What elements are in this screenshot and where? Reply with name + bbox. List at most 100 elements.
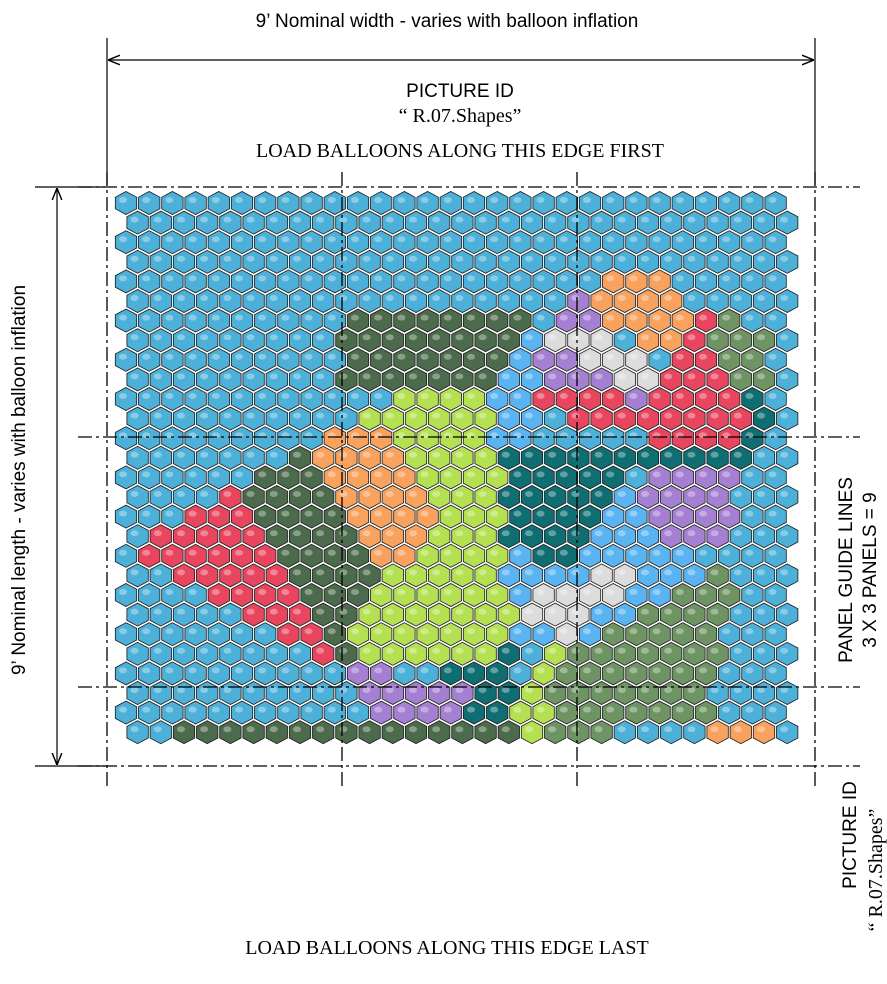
balloon [439,426,462,451]
picture-name: “ R.07.Shapes” [399,105,522,127]
balloon [544,485,567,509]
balloon-highlight [188,628,197,635]
balloon [416,308,439,333]
balloon-highlight [467,510,475,517]
balloon-highlight [490,314,499,321]
balloon [404,681,428,705]
balloon-highlight [664,255,673,262]
balloon-highlight [675,393,684,399]
balloon-highlight [710,491,719,497]
balloon-highlight [432,687,441,693]
balloon [509,269,532,294]
balloon-highlight [374,510,383,517]
balloon-highlight [687,255,696,262]
balloon-highlight [467,197,475,203]
balloon-highlight [269,255,278,262]
balloon [323,230,346,255]
balloon-highlight [652,549,661,556]
balloon-highlight [594,687,603,693]
balloon [207,387,230,411]
balloon-highlight [339,412,348,419]
balloon [648,308,671,333]
balloon-highlight [478,334,487,341]
balloon-highlight [235,197,243,203]
balloon [312,367,335,392]
balloon [706,563,729,588]
balloon-highlight [571,687,580,693]
balloon [555,191,578,215]
balloon [636,367,660,392]
balloon-highlight [664,608,673,615]
balloon-highlight [780,569,789,576]
balloon [277,504,300,529]
balloon [428,720,451,745]
balloon-highlight [490,393,499,399]
balloon [219,563,242,588]
balloon-highlight [443,628,452,635]
balloon [346,230,370,255]
balloon-highlight [188,275,197,282]
balloon [462,387,486,411]
balloon [578,426,602,451]
balloon [149,641,172,666]
balloon-highlight [699,706,707,713]
balloon-highlight [258,275,267,282]
balloon [694,543,718,568]
balloon [694,700,718,725]
balloon [300,269,323,294]
balloon [381,367,404,392]
balloon-highlight [385,687,394,693]
balloon [694,583,718,607]
balloon-highlight [675,510,684,517]
balloon-highlight [559,197,568,203]
balloon-highlight [385,295,394,301]
balloon [196,367,219,392]
balloon [358,210,381,235]
balloon [288,602,312,627]
balloon [671,230,694,255]
balloon [660,681,683,705]
balloon [323,661,346,686]
balloon [346,583,370,607]
balloon [161,583,184,607]
balloon [346,700,370,725]
balloon-highlight [362,491,371,497]
balloon [694,230,718,255]
balloon-highlight [501,334,510,341]
balloon-highlight [594,295,603,301]
balloon [718,622,741,647]
balloon [578,465,602,490]
balloon [404,328,428,353]
balloon [416,387,439,411]
balloon-highlight [675,314,684,321]
balloon [613,445,636,470]
balloon [439,269,462,294]
balloon-highlight [455,451,464,458]
balloon [126,289,149,313]
balloon [567,602,590,627]
balloon-highlight [559,353,568,360]
balloon-highlight [594,491,603,497]
balloon [683,328,706,353]
balloon [741,191,764,215]
balloon [776,445,799,470]
balloon-highlight [722,628,731,635]
balloon [323,191,346,215]
balloon-highlight [571,412,580,419]
balloon-highlight [699,667,707,674]
balloon [381,681,404,705]
balloon [462,622,486,647]
balloon [114,504,138,529]
balloon-highlight [316,726,325,733]
balloon-highlight [246,647,255,654]
balloon [242,289,265,313]
balloon-highlight [780,687,789,693]
balloon-highlight [675,549,684,556]
balloon [555,308,578,333]
balloon [567,641,590,666]
balloon [184,230,207,255]
balloon-highlight [559,314,568,321]
balloon [149,720,172,745]
balloon-highlight [559,471,568,478]
balloon-highlight [525,373,533,380]
